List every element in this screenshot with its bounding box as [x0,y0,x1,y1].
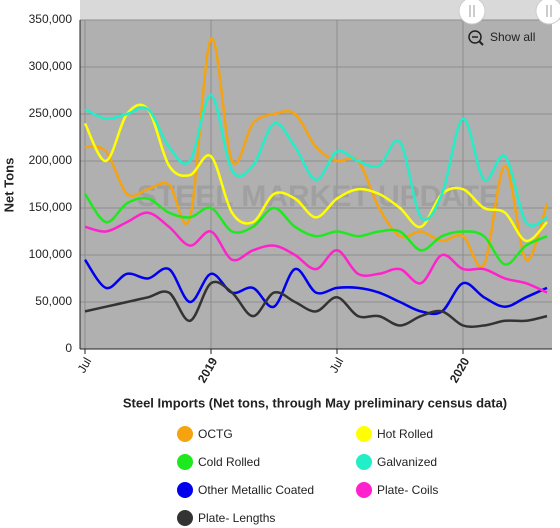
lines [83,37,549,328]
series-line [84,280,548,328]
series-line [84,211,548,294]
y-tick-label: 0 [65,341,72,355]
grid [80,19,552,350]
y-tick-label: 250,000 [29,106,73,120]
button-label[interactable]: Show all [490,30,535,44]
legend-marker[interactable] [356,454,372,470]
range-handle[interactable] [535,0,560,25]
legend-label[interactable]: Hot Rolled [377,427,433,441]
legend-marker[interactable] [356,426,372,442]
range-handle[interactable] [458,0,486,25]
y-axis-label: Net Tons [1,158,16,213]
series-line [83,258,548,316]
legend-label[interactable]: Plate- Lengths [198,511,275,525]
legend-label[interactable]: Cold Rolled [198,455,260,469]
x-tick-label: 2020 [447,355,473,385]
legend-title: Steel Imports (Net tons, through May pre… [123,395,507,410]
x-tick-label: Jul [327,355,347,375]
legend-label[interactable]: Plate- Coils [377,483,438,497]
series-line [83,103,548,243]
y-tick-label: 350,000 [29,12,73,26]
legend-label[interactable]: Galvanized [377,455,437,469]
legend-marker[interactable] [177,454,193,470]
legend: OCTG Hot Rolled Cold Rolled Galvanized Other… [177,426,438,526]
legend-label[interactable]: Other Metallic Coated [198,483,314,497]
y-tick-label: 200,000 [29,153,73,167]
y-tick-label: 300,000 [29,59,73,73]
legend-label[interactable]: OCTG [198,427,233,441]
x-tick-label: 2019 [195,355,221,385]
y-tick-label: 150,000 [29,200,73,214]
y-tick-label: 100,000 [29,247,73,261]
legend-marker[interactable] [177,510,193,526]
series-line [84,93,548,228]
y-tick-label: 50,000 [35,294,72,308]
navigator[interactable] [80,0,560,20]
legend-marker[interactable] [177,426,193,442]
legend-marker[interactable] [177,482,193,498]
series-line [84,37,549,268]
series-line [83,193,548,266]
show-all-button[interactable]: Show all [468,30,535,46]
x-tick-label: Jul [75,355,95,375]
legend-marker[interactable] [356,482,372,498]
